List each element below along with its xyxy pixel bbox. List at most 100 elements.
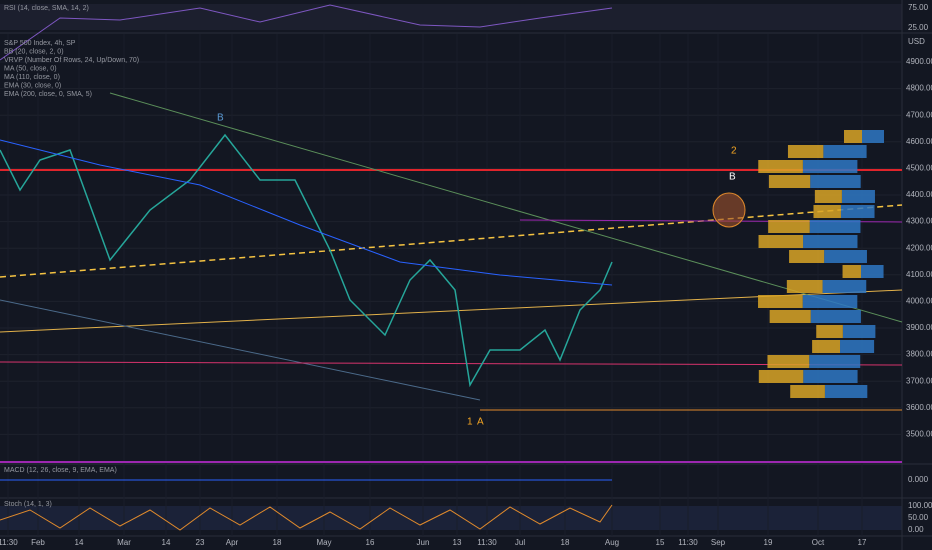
profile-bar-up bbox=[810, 310, 861, 323]
profile-bar-up bbox=[803, 370, 858, 383]
axis-label: 0.000 bbox=[908, 475, 929, 484]
axis-label: 3600.00 bbox=[906, 403, 932, 412]
time-label: Apr bbox=[226, 538, 239, 547]
profile-bar-down bbox=[758, 295, 803, 308]
profile-bar-up bbox=[824, 250, 867, 263]
profile-bar-down bbox=[768, 175, 811, 188]
time-label: Feb bbox=[31, 538, 45, 547]
time-label: Oct bbox=[812, 538, 825, 547]
axis-label: 3900.00 bbox=[906, 323, 932, 332]
time-label: 19 bbox=[764, 538, 773, 547]
time-label: 23 bbox=[196, 538, 205, 547]
time-label: Jun bbox=[417, 538, 430, 547]
axis-label: 4200.00 bbox=[906, 243, 932, 252]
axis-label: 4300.00 bbox=[906, 217, 932, 226]
profile-bar-up bbox=[823, 145, 867, 158]
axis-label: 4400.00 bbox=[906, 190, 932, 199]
axis-label: 0.00 bbox=[908, 525, 924, 534]
time-label: 18 bbox=[561, 538, 570, 547]
profile-bar-up bbox=[862, 130, 884, 143]
profile-bar-down bbox=[758, 370, 804, 383]
volume-profile bbox=[758, 130, 884, 398]
profile-bar-down bbox=[758, 160, 803, 173]
profile-bar-down bbox=[814, 190, 842, 203]
legend-item: MA (50, close, 0) bbox=[4, 65, 57, 72]
axis-label: 4800.00 bbox=[906, 84, 932, 93]
profile-bar-up bbox=[802, 295, 858, 308]
annotation: A bbox=[477, 417, 484, 428]
pane-label: MACD (12, 26, close, 9, EMA, EMA) bbox=[4, 467, 117, 474]
axis-label: 75.00 bbox=[908, 3, 929, 12]
profile-bar-down bbox=[787, 145, 824, 158]
annotation: 1 bbox=[467, 417, 473, 428]
axis-label: 4000.00 bbox=[906, 297, 932, 306]
profile-bar-up bbox=[809, 220, 861, 233]
axis-label: 50.00 bbox=[908, 513, 929, 522]
time-label: May bbox=[316, 538, 331, 547]
price-path bbox=[0, 133, 613, 388]
time-label: 15 bbox=[656, 538, 665, 547]
highlight-ellipse bbox=[712, 192, 746, 228]
profile-bar-down bbox=[813, 205, 841, 218]
axis-label: 4100.00 bbox=[906, 270, 932, 279]
trend-line bbox=[0, 289, 903, 333]
time-label: 11:30 bbox=[0, 538, 18, 547]
profile-bar-up bbox=[810, 175, 861, 188]
rsi-line bbox=[0, 4, 613, 61]
profile-bar-down bbox=[768, 220, 810, 233]
profile-bar-down bbox=[816, 325, 843, 338]
level-line bbox=[0, 361, 903, 366]
legend-item: VRVP (Number Of Rows, 24, Up/Down, 70) bbox=[4, 57, 139, 64]
stoch-line bbox=[0, 504, 613, 531]
profile-bar-down bbox=[790, 385, 825, 398]
profile-bar-up bbox=[809, 355, 861, 368]
axis-label: 3500.00 bbox=[906, 430, 932, 439]
profile-bar-down bbox=[786, 280, 823, 293]
pane-label: RSI (14, close, SMA, 14, 2) bbox=[4, 5, 89, 12]
moving-average bbox=[0, 139, 613, 286]
profile-bar-down bbox=[767, 355, 810, 368]
profile-bar-up bbox=[824, 385, 868, 398]
profile-bar-up bbox=[822, 280, 867, 293]
channel-line bbox=[109, 92, 903, 323]
profile-bar-down bbox=[842, 265, 861, 278]
profile-bar-down bbox=[769, 310, 811, 323]
profile-bar-up bbox=[841, 190, 875, 203]
labels: RSI (14, close, SMA, 14, 2) 75.00 25.00 S&P… bbox=[0, 3, 932, 547]
time-label: 16 bbox=[366, 538, 375, 547]
drawings bbox=[0, 4, 903, 531]
profile-bar-down bbox=[812, 340, 841, 353]
channel-line bbox=[0, 299, 481, 401]
time-label: 11:30 bbox=[678, 538, 698, 547]
time-label: 14 bbox=[75, 538, 84, 547]
legend-item: BB (20, close, 2, 0) bbox=[4, 48, 64, 55]
axis-label: 100.00 bbox=[908, 501, 932, 510]
profile-bar-up bbox=[840, 340, 875, 353]
axis-label: 3700.00 bbox=[906, 376, 932, 385]
profile-bar-down bbox=[758, 235, 804, 248]
time-label: Sep bbox=[711, 538, 726, 547]
annotation: B bbox=[217, 113, 224, 124]
legend-item: EMA (200, close, 0, SMA, 5) bbox=[4, 91, 92, 98]
time-label: Mar bbox=[117, 538, 131, 547]
axis-label: 4500.00 bbox=[906, 164, 932, 173]
time-label: 17 bbox=[858, 538, 867, 547]
legend-item: S&P 500 Index, 4h, SP bbox=[4, 40, 76, 47]
time-label: Aug bbox=[605, 538, 619, 547]
profile-bar-down bbox=[844, 130, 862, 143]
annotation: B bbox=[729, 172, 736, 183]
time-label: 14 bbox=[162, 538, 171, 547]
annotation: 2 bbox=[731, 146, 737, 157]
trend-line bbox=[0, 204, 903, 278]
time-label: 13 bbox=[453, 538, 462, 547]
axis-label: 4900.00 bbox=[906, 57, 932, 66]
time-label: Jul bbox=[515, 538, 525, 547]
axis-label: 4700.00 bbox=[906, 110, 932, 119]
axis-label: 3800.00 bbox=[906, 350, 932, 359]
time-label: 11:30 bbox=[477, 538, 497, 547]
axis-label: 25.00 bbox=[908, 23, 929, 32]
legend-item: MA (110, close, 0) bbox=[4, 74, 60, 81]
profile-bar-up bbox=[840, 205, 875, 218]
